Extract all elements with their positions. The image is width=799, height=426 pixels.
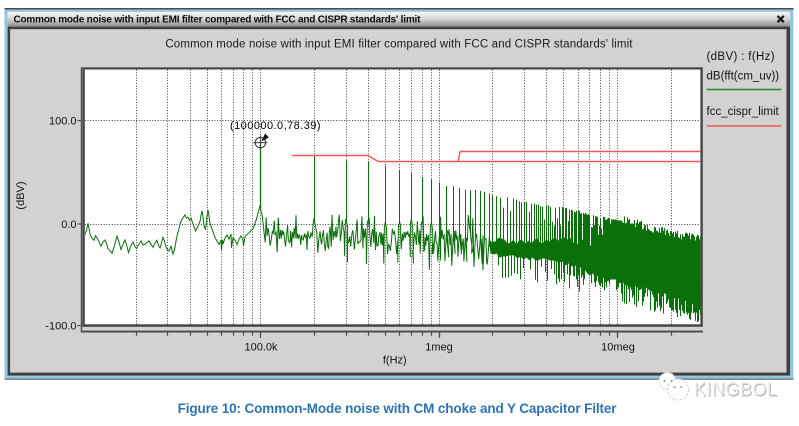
svg-text:100.0: 100.0 — [49, 115, 77, 127]
svg-text:KINGBOL: KINGBOL — [695, 380, 779, 400]
svg-text:1meg: 1meg — [425, 342, 453, 354]
svg-text:KINGBOL: KINGBOL — [694, 379, 778, 399]
svg-text:dB(fft(cm_uv)): dB(fft(cm_uv)) — [707, 71, 780, 83]
svg-text:(dBV) : f(Hz): (dBV) : f(Hz) — [707, 51, 775, 63]
svg-text:(dBV): (dBV) — [15, 181, 27, 209]
svg-text:fcc_cispr_limit: fcc_cispr_limit — [707, 106, 780, 118]
svg-text:0.0: 0.0 — [61, 219, 76, 231]
svg-text:Common mode noise with input E: Common mode noise with input EMI filter … — [14, 15, 422, 26]
svg-text:Common mode noise with input E: Common mode noise with input EMI filter … — [165, 38, 633, 50]
svg-text:KINGBOL: KINGBOL — [694, 380, 778, 400]
svg-text:100.0k: 100.0k — [244, 342, 278, 354]
svg-text:-100.0: -100.0 — [45, 320, 76, 332]
svg-text:(100000.0,78.39): (100000.0,78.39) — [230, 120, 321, 132]
svg-text:10meg: 10meg — [601, 342, 635, 354]
svg-text:f(Hz): f(Hz) — [383, 354, 407, 366]
svg-text:Figure 10: Common-Mode noise w: Figure 10: Common-Mode noise with CM cho… — [178, 401, 618, 416]
